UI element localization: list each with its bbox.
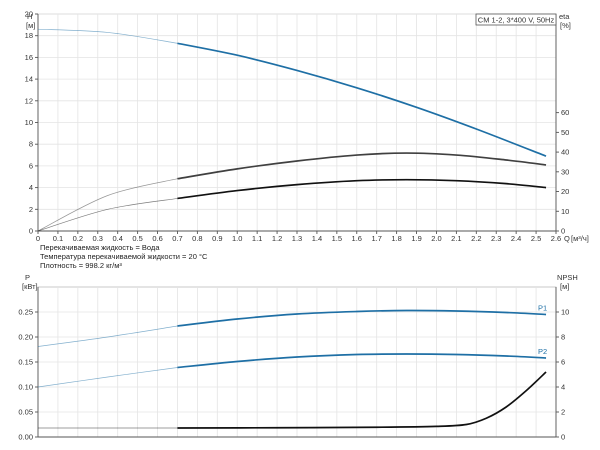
y-right-tick-label: 4 xyxy=(561,383,565,392)
y-right-tick-label: 20 xyxy=(561,187,569,196)
x-axis-tick-label: 0 xyxy=(36,234,40,243)
x-axis-tick-label: 0.2 xyxy=(73,234,83,243)
y-left-tick-label: 4 xyxy=(29,183,33,192)
y-right-axis-title: eta xyxy=(559,12,570,21)
curve-operating-1 xyxy=(177,152,547,180)
curve-extension-2 xyxy=(37,198,178,232)
y-left-axis-unit: [кВт] xyxy=(22,282,38,291)
x-axis-tick-label: 0.6 xyxy=(152,234,162,243)
x-axis-tick-label: 0.4 xyxy=(112,234,122,243)
curve-operating-2 xyxy=(177,178,547,200)
x-axis-unit: [м³/ч] xyxy=(571,234,589,243)
y-right-tick-label: 60 xyxy=(561,108,569,117)
curve-operating-0 xyxy=(177,42,547,157)
y-right-tick-label: 50 xyxy=(561,128,569,137)
y-left-tick-label: 0.00 xyxy=(18,433,33,442)
curve-extension-0 xyxy=(37,28,178,44)
x-axis-tick-label: 1.3 xyxy=(292,234,302,243)
liquid-info-line: Перекачиваемая жидкость = Вода xyxy=(40,243,160,252)
head-efficiency-chart: 0 0.1 0.2 0.3 0.4 0.5 0.6 0.7 0.8 0.9 1.0 1.1 1.2 1.3… xyxy=(25,10,589,271)
y-left-tick-label: 8 xyxy=(29,140,33,149)
x-axis-tick-label: 1.2 xyxy=(272,234,282,243)
liquid-info-line: Плотность = 998.2 кг/м³ xyxy=(40,261,122,270)
y-right-tick-label: 10 xyxy=(561,308,569,317)
y-left-axis-title: H xyxy=(27,12,32,21)
chart-title-box xyxy=(475,13,557,26)
curve-operating-1 xyxy=(177,353,547,369)
y-left-axis-unit: [м] xyxy=(26,21,35,30)
x-axis-tick-label: 1.8 xyxy=(391,234,401,243)
x-axis-tick-label: 0.1 xyxy=(53,234,63,243)
series-label-p1: P1 xyxy=(538,304,547,313)
x-axis-tick-label: 2.0 xyxy=(431,234,441,243)
x-axis-tick-label: 0.3 xyxy=(93,234,103,243)
y-left-tick-label: 16 xyxy=(25,53,33,62)
y-left-axis-title: P xyxy=(25,273,30,282)
y-left-tick-label: 18 xyxy=(25,31,33,40)
x-axis-tick-label: 2.5 xyxy=(531,234,541,243)
x-axis-tick-label: 1.5 xyxy=(332,234,342,243)
curve-extension-0 xyxy=(37,325,178,347)
x-axis-tick-label: 1.9 xyxy=(411,234,421,243)
x-axis-tick-label: 1.7 xyxy=(371,234,381,243)
y-left-tick-label: 14 xyxy=(25,75,33,84)
x-axis-title: Q xyxy=(564,234,570,243)
y-left-tick-label: 12 xyxy=(25,96,33,105)
x-axis-tick-label: 0.8 xyxy=(192,234,202,243)
y-right-axis-unit: [%] xyxy=(560,21,571,30)
curve-extension-1 xyxy=(37,367,178,388)
y-right-tick-label: 8 xyxy=(561,333,565,342)
y-left-tick-label: 0 xyxy=(29,227,33,236)
y-left-tick-label: 0.25 xyxy=(18,308,33,317)
x-axis-tick-label: 0.7 xyxy=(172,234,182,243)
series-label-p2: P2 xyxy=(538,347,547,356)
y-right-tick-label: 30 xyxy=(561,167,569,176)
liquid-info-line: Температура перекачиваемой жидкости = 20… xyxy=(40,252,208,261)
y-right-tick-label: 2 xyxy=(561,408,565,417)
x-axis-tick-label: 1.4 xyxy=(312,234,322,243)
curve-operating-2 xyxy=(177,371,547,429)
y-left-tick-label: 20 xyxy=(25,10,33,19)
x-axis-tick-label: 2.4 xyxy=(511,234,521,243)
y-left-tick-label: 0.10 xyxy=(18,383,33,392)
y-left-tick-label: 0.20 xyxy=(18,333,33,342)
y-left-tick-label: 0.15 xyxy=(18,358,33,367)
power-npsh-chart: 0.00 0.05 0.10 0.15 0.20 0.25 0 2 4 6 8 10 P[кВт] NPS… xyxy=(18,273,577,442)
x-axis-tick-label: 2.1 xyxy=(451,234,461,243)
x-axis-tick-label: 1.1 xyxy=(252,234,262,243)
chart-title: CM 1-2, 3*400 V, 50Hz xyxy=(478,16,555,25)
y-right-tick-label: 40 xyxy=(561,148,569,157)
y-left-tick-label: 0.05 xyxy=(18,408,33,417)
y-right-tick-label: 6 xyxy=(561,358,565,367)
y-left-tick-label: 2 xyxy=(29,205,33,214)
x-axis-tick-label: 2.3 xyxy=(491,234,501,243)
y-right-tick-label: 0 xyxy=(561,433,565,442)
y-right-axis-title: NPSH xyxy=(557,273,578,282)
y-right-axis-unit: [м] xyxy=(560,282,569,291)
curve-operating-0 xyxy=(177,309,547,327)
x-axis-tick-label: 2.6 xyxy=(551,234,561,243)
x-axis-tick-label: 1.6 xyxy=(352,234,362,243)
x-axis-tick-label: 0.5 xyxy=(132,234,142,243)
y-left-tick-label: 10 xyxy=(25,118,33,127)
curve-extension-1 xyxy=(37,178,178,232)
y-right-tick-label: 10 xyxy=(561,207,569,216)
x-axis-tick-label: 0.9 xyxy=(212,234,222,243)
y-left-tick-label: 6 xyxy=(29,161,33,170)
x-axis-tick-label: 2.2 xyxy=(471,234,481,243)
y-right-tick-label: 0 xyxy=(561,227,565,236)
x-axis-tick-label: 1.0 xyxy=(232,234,242,243)
